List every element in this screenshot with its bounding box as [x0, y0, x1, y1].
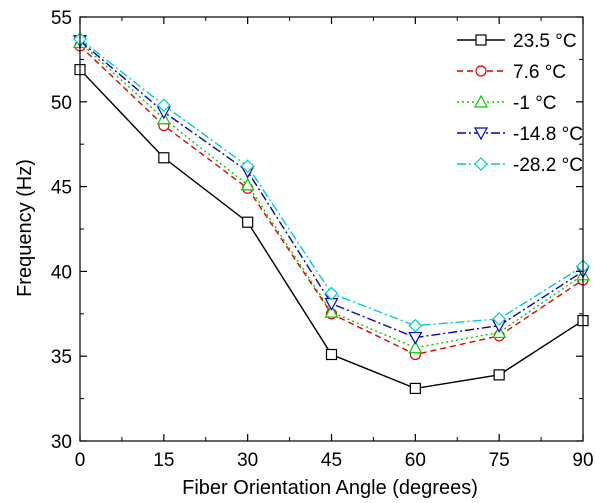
- x-tick-label: 60: [405, 450, 426, 471]
- legend-unit: °C: [535, 93, 556, 114]
- axes-layer: 0 15 30 45 60 75 90 30 35 40 45 50 55: [51, 8, 594, 471]
- series-layer: [72, 32, 591, 395]
- series-0: [74, 63, 589, 395]
- data-point: [408, 331, 423, 345]
- x-tick-label: 90: [572, 450, 593, 471]
- data-point: [240, 177, 255, 191]
- legend-series-name: 23.5: [513, 31, 555, 52]
- y-axis-label: Frequency (Hz): [14, 159, 36, 297]
- data-point: [324, 304, 339, 318]
- legend-label: 7.6 °C: [513, 62, 566, 83]
- legend-item: 23.5 °C: [457, 31, 577, 52]
- x-tick-label: 15: [153, 450, 174, 471]
- legend-series-name: 7.6: [513, 62, 545, 83]
- plot-frame: [79, 16, 584, 442]
- legend-label: -14.8 °C: [513, 124, 583, 145]
- series-line: [79, 38, 584, 327]
- data-point: [408, 340, 423, 354]
- legend-marker: [475, 65, 487, 77]
- data-point: [158, 152, 170, 164]
- y-tick-label: 45: [51, 178, 72, 199]
- legend-marker: [475, 34, 487, 46]
- x-axis-label: Fiber Orientation Angle (degrees): [182, 477, 478, 499]
- data-point: [325, 348, 338, 361]
- data-point: [156, 98, 171, 113]
- legend-item: 7.6 °C: [457, 62, 566, 83]
- legend-item: -28.2 °C: [457, 155, 583, 176]
- y-tick-label: 50: [51, 93, 72, 114]
- y-tick-label: 40: [51, 262, 72, 283]
- x-tick-label: 75: [489, 450, 510, 471]
- x-tick-label: 30: [237, 450, 258, 471]
- legend-marker: [473, 127, 489, 141]
- x-tick-label: 45: [321, 450, 342, 471]
- legend-unit: °C: [555, 31, 576, 52]
- series-4: [73, 32, 590, 333]
- legend-marker: [473, 94, 489, 108]
- legend-series-name: -1: [513, 93, 535, 114]
- legend-item: -1 °C: [457, 93, 557, 114]
- data-point: [408, 318, 423, 333]
- x-tick-label: 0: [75, 450, 86, 471]
- y-tick-label: 55: [51, 8, 72, 29]
- y-tick-label: 30: [51, 432, 72, 453]
- data-point: [409, 382, 421, 395]
- legend-label: -28.2 °C: [513, 155, 583, 176]
- legend-series-name: -14.8: [513, 124, 562, 145]
- legend-marker: [474, 157, 488, 171]
- data-point: [242, 216, 254, 228]
- legend-item: -14.8 °C: [457, 124, 583, 145]
- data-point: [492, 312, 507, 326]
- legend: 23.5 °C7.6 °C-1 °C-14.8 °C-28.2 °C: [457, 31, 583, 176]
- legend-unit: °C: [562, 124, 583, 145]
- y-tick-label: 35: [51, 347, 72, 368]
- legend-label: 23.5 °C: [513, 31, 577, 52]
- legend-unit: °C: [545, 62, 566, 83]
- legend-series-name: -28.2: [513, 155, 562, 176]
- data-point: [493, 369, 505, 381]
- legend-unit: °C: [562, 155, 583, 176]
- legend-label: -1 °C: [513, 93, 557, 114]
- data-point: [240, 159, 255, 174]
- data-point: [324, 286, 339, 301]
